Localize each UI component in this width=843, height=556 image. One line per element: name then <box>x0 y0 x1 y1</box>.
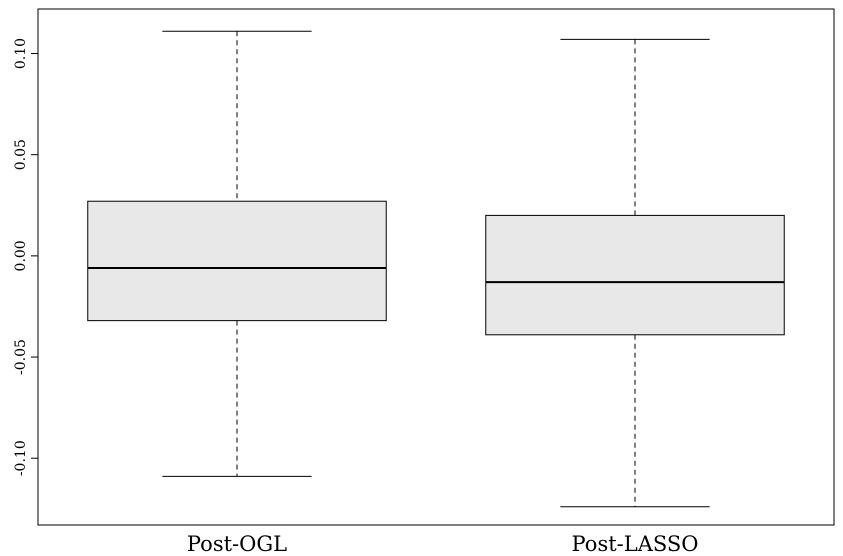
category-label: Post-OGL <box>187 532 287 556</box>
boxes <box>87 30 785 508</box>
box-group <box>485 38 785 508</box>
y-tick-label: -0.05 <box>13 339 29 375</box>
plot-frame <box>37 8 835 526</box>
y-tick-label: 0.00 <box>13 240 29 271</box>
y-tick-label: 0.10 <box>13 38 29 69</box>
iqr-box <box>87 200 387 322</box>
y-tick-label: 0.05 <box>13 139 29 170</box>
box-group <box>87 30 387 477</box>
y-axis: -0.10 -0.05 0.00 0.05 0.10 <box>13 38 38 476</box>
y-tick-label: -0.10 <box>13 440 29 476</box>
category-label: Post-LASSO <box>572 532 699 556</box>
iqr-box <box>485 214 785 336</box>
x-axis-labels: Post-OGL Post-LASSO <box>187 532 699 556</box>
